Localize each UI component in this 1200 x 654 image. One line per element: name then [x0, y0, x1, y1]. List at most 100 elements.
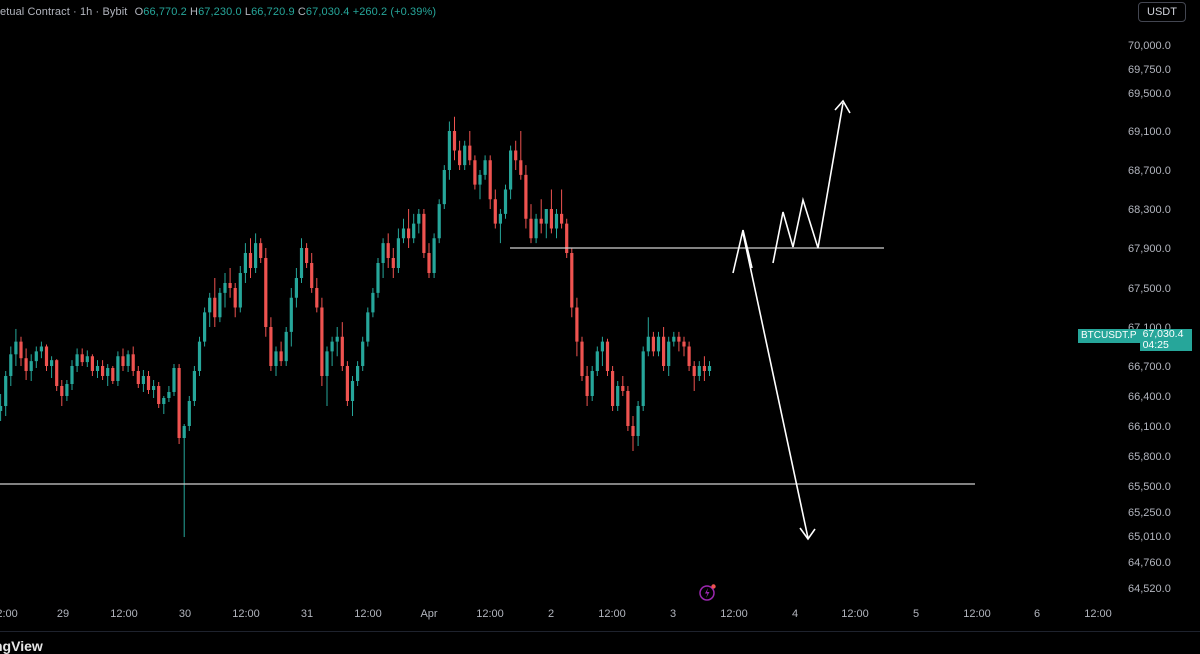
- candle-body: [39, 346, 43, 352]
- x-axis-label: 12:00: [354, 608, 382, 620]
- candle-body: [213, 297, 217, 318]
- candle-body: [656, 336, 661, 352]
- y-axis-label: 64,760.0: [1128, 557, 1171, 569]
- candle-body: [407, 228, 411, 239]
- candle-body: [136, 371, 140, 384]
- candle-body: [44, 346, 49, 366]
- candle-body: [345, 366, 349, 401]
- candle-body: [519, 160, 523, 175]
- candle-body: [667, 341, 671, 366]
- candle-body: [503, 189, 508, 214]
- candle-body: [85, 356, 89, 363]
- candle-body: [611, 371, 615, 406]
- brand-logo: ngView: [0, 638, 43, 654]
- y-axis-label: 69,100.0: [1128, 126, 1171, 138]
- candle-body: [34, 351, 38, 362]
- candle-body: [575, 307, 579, 342]
- x-axis-label: 3: [670, 608, 676, 620]
- candle-body: [294, 278, 298, 298]
- candle-body: [662, 336, 666, 366]
- candle-body: [248, 253, 253, 268]
- x-axis-label: 12:00: [476, 608, 504, 620]
- price-tag-symbol: BTCUSDT.P: [1078, 329, 1140, 343]
- x-axis-label: 5: [913, 608, 919, 620]
- candle-body: [580, 341, 584, 376]
- candle-body: [269, 327, 273, 366]
- candle-body: [432, 238, 436, 273]
- candle-body: [289, 297, 293, 332]
- candle-body: [412, 223, 416, 239]
- candle-body: [192, 371, 196, 401]
- candle-body: [177, 368, 181, 438]
- candle-body: [478, 174, 482, 185]
- x-axis-label: 12:00: [598, 608, 626, 620]
- currency-button[interactable]: USDT: [1138, 2, 1186, 22]
- candle-body: [605, 341, 610, 371]
- candle-body: [544, 209, 548, 224]
- candle-body: [549, 209, 553, 229]
- candle-body: [320, 307, 324, 376]
- candle-body: [529, 218, 533, 239]
- candle-body: [590, 371, 594, 396]
- x-axis-label: Apr: [420, 608, 437, 620]
- candle-body: [305, 248, 309, 263]
- candle-body: [162, 398, 166, 404]
- y-axis-label: 68,300.0: [1128, 204, 1171, 216]
- candle-body: [672, 336, 676, 342]
- candle-body: [514, 150, 518, 161]
- candle-body: [473, 160, 477, 185]
- candle-body: [621, 386, 625, 391]
- candle-body: [121, 356, 125, 366]
- candle-body: [595, 351, 599, 371]
- candle-body: [565, 223, 569, 253]
- candle-body: [65, 384, 69, 396]
- projection-path-small: [732, 229, 753, 274]
- candle-body: [264, 258, 268, 327]
- candle-body: [182, 426, 186, 438]
- candle-body: [585, 376, 589, 396]
- candle-body: [509, 150, 513, 190]
- candle-body: [24, 358, 28, 371]
- candle-body: [152, 386, 156, 390]
- close-value: 67,030.4: [305, 6, 350, 18]
- y-axis-label: 70,000.0: [1128, 40, 1171, 52]
- candle-body: [702, 366, 706, 371]
- candle-body: [570, 253, 574, 308]
- candle-body: [90, 356, 94, 371]
- candle-body: [626, 391, 630, 426]
- symbol-title: etual Contract · 1h · Bybit: [0, 6, 128, 18]
- x-axis-label: 12:00: [841, 608, 869, 620]
- alert-lightning-icon[interactable]: [699, 583, 717, 601]
- x-axis-label: 30: [179, 608, 191, 620]
- y-axis-label: 69,750.0: [1128, 64, 1171, 76]
- candle-body: [636, 406, 640, 436]
- candle-body: [131, 354, 135, 371]
- candle-body: [417, 213, 421, 224]
- candle-body: [126, 354, 130, 366]
- y-axis-label: 67,900.0: [1128, 243, 1171, 255]
- candle-body: [631, 426, 635, 436]
- y-axis-label: 64,520.0: [1128, 583, 1171, 595]
- candle-body: [463, 145, 467, 166]
- candle-body: [146, 376, 151, 390]
- candle-body: [223, 283, 227, 293]
- price-tag-price: 67,030.4: [1142, 328, 1184, 340]
- y-axis-label: 66,100.0: [1128, 421, 1171, 433]
- candle-body: [427, 253, 431, 273]
- candle-body: [386, 243, 390, 258]
- candle-body: [299, 248, 304, 278]
- candle-body: [197, 341, 202, 371]
- candle-body: [376, 263, 380, 293]
- candle-body: [560, 213, 564, 224]
- open-value: 66,770.2: [143, 6, 187, 18]
- candle-body: [371, 292, 375, 313]
- candle-body: [80, 354, 84, 363]
- high-value: 67,230.0: [198, 6, 242, 18]
- candle-body: [95, 366, 100, 371]
- last-price-tag: BTCUSDT.P 67,030.4 04:25: [1078, 329, 1192, 351]
- candle-body: [330, 341, 334, 352]
- candle-body: [29, 361, 33, 371]
- candle-body: [106, 368, 110, 376]
